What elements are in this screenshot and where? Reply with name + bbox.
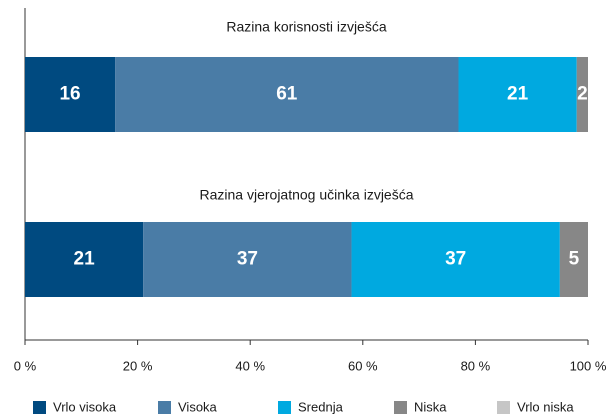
legend-label: Vrlo visoka bbox=[53, 399, 117, 414]
x-tick-label: 60 % bbox=[348, 358, 378, 373]
x-tick-label: 0 % bbox=[14, 358, 37, 373]
x-tick-label: 80 % bbox=[461, 358, 491, 373]
bar-segment bbox=[115, 57, 459, 132]
data-label: 21 bbox=[74, 249, 96, 270]
data-label: 37 bbox=[237, 249, 258, 270]
bar-segment bbox=[25, 57, 116, 132]
legend-swatch bbox=[394, 401, 407, 414]
data-label: 61 bbox=[276, 84, 298, 105]
data-label: 21 bbox=[507, 84, 529, 105]
bar-segment bbox=[576, 57, 588, 132]
bar-segment bbox=[25, 222, 144, 297]
bar-segment bbox=[351, 222, 560, 297]
data-label: 37 bbox=[445, 249, 466, 270]
legend-swatch bbox=[278, 401, 291, 414]
bar-title: Razina korisnosti izvješća bbox=[226, 19, 386, 35]
data-label: 16 bbox=[59, 84, 80, 105]
legend-swatch bbox=[497, 401, 510, 414]
legend-swatch bbox=[158, 401, 171, 414]
data-label: 2 bbox=[577, 84, 588, 105]
legend-label: Vrlo niska bbox=[517, 399, 574, 414]
bar-title: Razina vjerojatnog učinka izvješća bbox=[200, 187, 414, 203]
bar-segment bbox=[458, 57, 577, 132]
x-tick-label: 40 % bbox=[235, 358, 265, 373]
legend-label: Srednja bbox=[298, 399, 344, 414]
data-label: 5 bbox=[569, 249, 580, 270]
legend-swatch bbox=[33, 401, 46, 414]
legend-label: Niska bbox=[414, 399, 447, 414]
bar-segment bbox=[143, 222, 352, 297]
x-tick-label: 100 % bbox=[570, 358, 607, 373]
legend-label: Visoka bbox=[178, 399, 218, 414]
bar-segment bbox=[559, 222, 588, 297]
x-tick-label: 20 % bbox=[123, 358, 153, 373]
